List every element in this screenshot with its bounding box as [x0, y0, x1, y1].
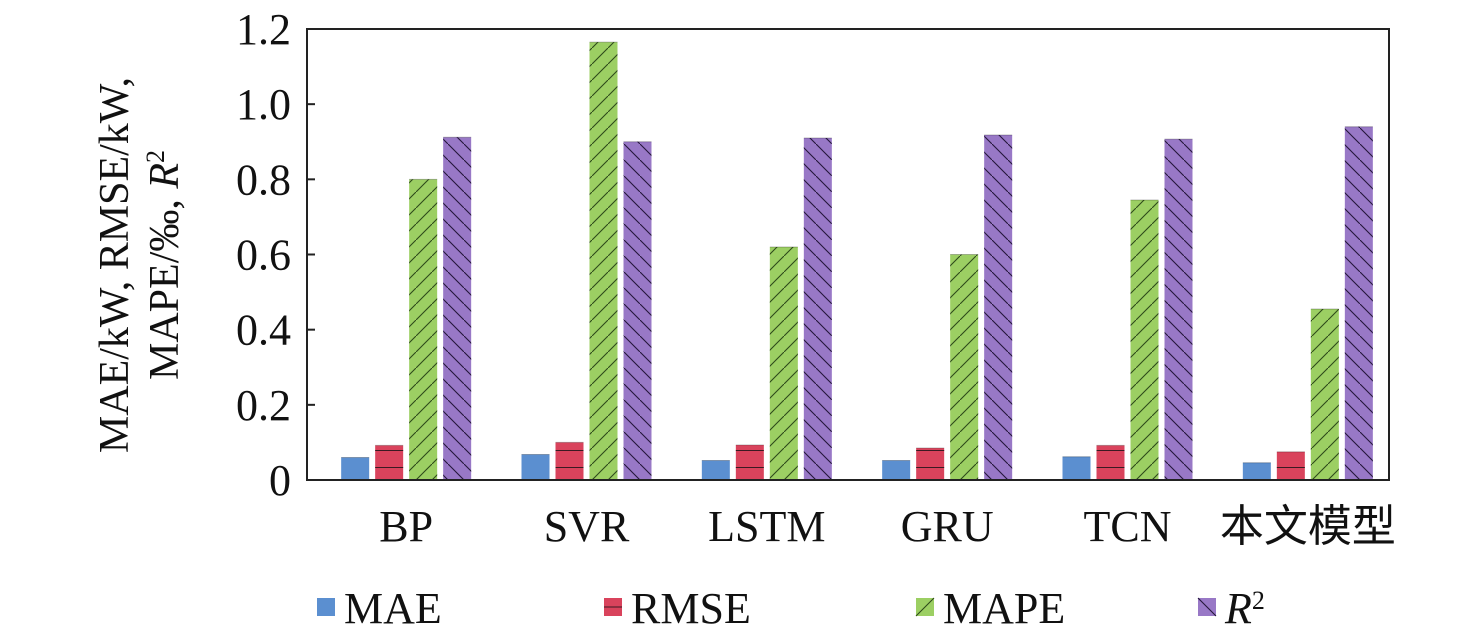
x-axis-labels: BP SVR LSTM GRU TCN 本文模型: [379, 502, 1396, 551]
bars: [341, 41, 1373, 481]
legend-label-rmse: RMSE: [631, 584, 751, 633]
bar-mape-1-hatch: [589, 42, 618, 480]
bar-mae-4: [1062, 456, 1091, 480]
bar-mae-1: [521, 454, 550, 480]
x-tick-label-2: LSTM: [708, 502, 825, 551]
bar-mae-0: [341, 457, 370, 480]
bar-rmse-0-hatch: [375, 445, 404, 480]
bar-mae-2: [701, 460, 730, 480]
y-axis-title: MAE/kW, RMSE/kW, MAPE/‰, R2: [92, 77, 188, 453]
x-tick-label-0: BP: [379, 502, 433, 551]
y-axis-title-line1: MAE/kW, RMSE/kW,: [92, 77, 138, 453]
bar-r2-5-hatch: [1344, 126, 1373, 480]
bar-rmse-1-hatch: [555, 442, 584, 480]
bar-mae-5: [1242, 462, 1271, 480]
bar-r2-0-hatch: [443, 137, 472, 481]
y-axis-title-r: R: [142, 163, 188, 190]
y-tick-label-1: 0.2: [236, 381, 291, 430]
y-axis-title-sup: 2: [141, 150, 170, 163]
y-tick-label-2: 0.4: [236, 306, 291, 355]
y-tick-label-5: 1.0: [236, 80, 291, 129]
bar-rmse-2-hatch: [735, 445, 764, 480]
bar-rmse-4-hatch: [1096, 445, 1125, 480]
legend-swatch-mape-hatch: [915, 597, 935, 617]
bar-r2-2-hatch: [803, 137, 832, 480]
y-axis-ticks: 0 0.2 0.4 0.6 0.8 1.0 1.2: [236, 5, 315, 505]
bar-mape-3-hatch: [950, 254, 979, 480]
y-axis-title-mape: MAPE/‰,: [142, 189, 188, 380]
bar-mae-3: [882, 460, 911, 480]
bar-rmse-3-hatch: [916, 448, 945, 480]
x-tick-label-1: SVR: [544, 502, 630, 551]
bar-mape-2-hatch: [769, 246, 798, 480]
legend-label-mape: MAPE: [943, 584, 1065, 633]
bar-r2-1-hatch: [623, 141, 652, 480]
bar-mape-4-hatch: [1130, 200, 1159, 481]
bar-r2-4-hatch: [1164, 139, 1193, 480]
legend-label-r2: R2: [1224, 584, 1265, 633]
x-tick-label-5: 本文模型: [1220, 502, 1396, 551]
bar-r2-3-hatch: [984, 134, 1013, 481]
legend-label-mae: MAE: [344, 584, 442, 633]
y-axis-title-line2: MAPE/‰, R2: [141, 150, 189, 380]
legend-label-r2-sup: 2: [1252, 586, 1265, 615]
legend-label-r2-r: R: [1224, 584, 1252, 633]
x-tick-label-4: TCN: [1084, 502, 1172, 551]
x-tick-label-3: GRU: [901, 502, 994, 551]
y-tick-label-6: 1.2: [236, 5, 291, 54]
bar-rmse-5-hatch: [1276, 451, 1305, 480]
y-tick-label-4: 0.8: [236, 155, 291, 204]
y-tick-label-0: 0: [269, 456, 291, 505]
bar-mape-5-hatch: [1310, 308, 1339, 480]
y-tick-label-3: 0.6: [236, 231, 291, 280]
bar-mape-0-hatch: [409, 179, 438, 481]
legend-swatch-mae: [317, 598, 335, 616]
plot-frame: [306, 28, 1390, 481]
legend: MAE RMSE MAPE R2: [317, 584, 1265, 633]
legend-swatch-r2-hatch: [1197, 597, 1217, 617]
